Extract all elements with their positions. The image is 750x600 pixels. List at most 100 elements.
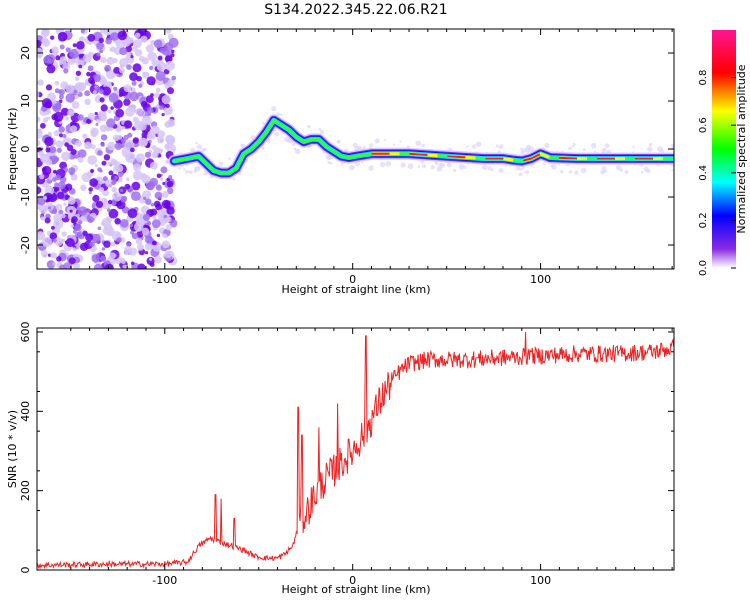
noise-blob bbox=[37, 128, 43, 134]
noise-blob bbox=[144, 151, 152, 158]
noise-blob bbox=[146, 76, 156, 86]
noise-blob bbox=[96, 118, 101, 123]
halo-dot bbox=[518, 172, 523, 177]
noise-blob bbox=[65, 183, 73, 191]
noise-blob bbox=[74, 223, 82, 232]
halo-dot bbox=[453, 168, 457, 172]
halo-dot bbox=[542, 162, 546, 166]
noise-blob bbox=[61, 238, 66, 243]
ytick-label: 200 bbox=[19, 480, 32, 501]
noise-blob bbox=[62, 133, 67, 139]
halo-dot bbox=[415, 140, 422, 147]
noise-blob bbox=[88, 191, 92, 195]
noise-blob bbox=[161, 191, 169, 198]
halo-dot bbox=[188, 170, 193, 175]
noise-blob bbox=[97, 252, 100, 256]
noise-blob bbox=[117, 134, 123, 140]
noise-blob bbox=[42, 117, 49, 123]
noise-blob bbox=[141, 174, 151, 184]
noise-blob bbox=[73, 89, 78, 94]
noise-blob bbox=[163, 214, 168, 219]
halo-dot bbox=[327, 161, 331, 164]
noise-blob bbox=[164, 250, 172, 259]
noise-blob bbox=[79, 36, 85, 43]
noise-blob bbox=[134, 32, 141, 39]
noise-blob bbox=[77, 149, 87, 159]
xtick-label: 100 bbox=[530, 273, 551, 286]
halo-dot bbox=[406, 145, 410, 148]
noise-blob bbox=[101, 86, 112, 96]
noise-blob bbox=[157, 130, 166, 139]
ytick-label: 0 bbox=[19, 146, 32, 153]
noise-blob bbox=[90, 168, 95, 174]
halo-dot bbox=[384, 138, 387, 141]
noise-blob bbox=[165, 216, 172, 223]
noise-blob bbox=[151, 59, 159, 67]
halo-dot bbox=[487, 166, 492, 171]
noise-blob bbox=[100, 104, 108, 112]
noise-blob bbox=[100, 57, 107, 64]
noise-blob bbox=[53, 169, 57, 174]
noise-blob bbox=[99, 97, 105, 103]
noise-blob bbox=[98, 179, 103, 185]
noise-blob bbox=[167, 87, 174, 95]
noise-blob bbox=[111, 186, 117, 193]
noise-blob bbox=[125, 107, 135, 117]
noise-blob bbox=[150, 203, 155, 207]
noise-blob bbox=[105, 69, 116, 80]
noise-blob bbox=[166, 50, 172, 56]
noise-blob bbox=[127, 208, 138, 219]
noise-blob bbox=[54, 81, 60, 86]
noise-blob bbox=[86, 119, 92, 124]
noise-blob bbox=[123, 84, 132, 93]
halo-dot bbox=[624, 170, 628, 174]
ytick-label: -20 bbox=[19, 236, 32, 254]
halo-dot bbox=[574, 170, 579, 175]
noise-blob bbox=[46, 64, 56, 74]
noise-blob bbox=[161, 199, 171, 209]
noise-blob bbox=[137, 243, 144, 251]
halo-dot bbox=[318, 127, 322, 131]
noise-blob bbox=[107, 208, 111, 212]
xtick-label: 100 bbox=[530, 574, 551, 587]
noise-blob bbox=[100, 142, 105, 147]
noise-blob bbox=[107, 141, 116, 151]
noise-blob bbox=[82, 230, 88, 236]
halo-dot bbox=[615, 164, 622, 171]
halo-dot bbox=[294, 148, 301, 155]
ytick-label: -10 bbox=[19, 188, 32, 206]
halo-dot bbox=[385, 161, 392, 167]
halo-dot bbox=[463, 165, 467, 169]
noise-blob bbox=[75, 70, 82, 77]
spectrogram-xlabel: Height of straight line (km) bbox=[281, 283, 430, 296]
noise-blob bbox=[57, 31, 68, 42]
noise-blob bbox=[58, 209, 64, 215]
halo-dot bbox=[466, 145, 469, 148]
noise-blob bbox=[138, 137, 148, 148]
halo-dot bbox=[279, 113, 283, 116]
noise-blob bbox=[41, 29, 50, 38]
noise-blob bbox=[87, 209, 91, 213]
halo-dot bbox=[519, 168, 522, 171]
noise-blob bbox=[96, 52, 101, 57]
noise-blob bbox=[155, 71, 166, 81]
halo-dot bbox=[400, 162, 406, 168]
noise-blob bbox=[57, 191, 65, 200]
noise-blob bbox=[125, 177, 130, 181]
noise-blob bbox=[115, 127, 120, 131]
noise-blob bbox=[104, 263, 114, 269]
snr-series-line bbox=[37, 331, 674, 570]
noise-blob bbox=[70, 125, 78, 133]
noise-blob bbox=[169, 219, 178, 228]
noise-blob bbox=[66, 144, 74, 152]
noise-blob bbox=[41, 98, 52, 108]
noise-blob bbox=[96, 41, 104, 50]
noise-blob bbox=[84, 90, 91, 97]
noise-blob bbox=[119, 63, 125, 69]
noise-blob bbox=[116, 237, 122, 243]
noise-blob bbox=[112, 191, 122, 202]
noise-blob bbox=[68, 257, 76, 265]
noise-blob bbox=[166, 143, 177, 154]
halo-dot bbox=[515, 166, 520, 171]
noise-blob bbox=[107, 109, 112, 114]
